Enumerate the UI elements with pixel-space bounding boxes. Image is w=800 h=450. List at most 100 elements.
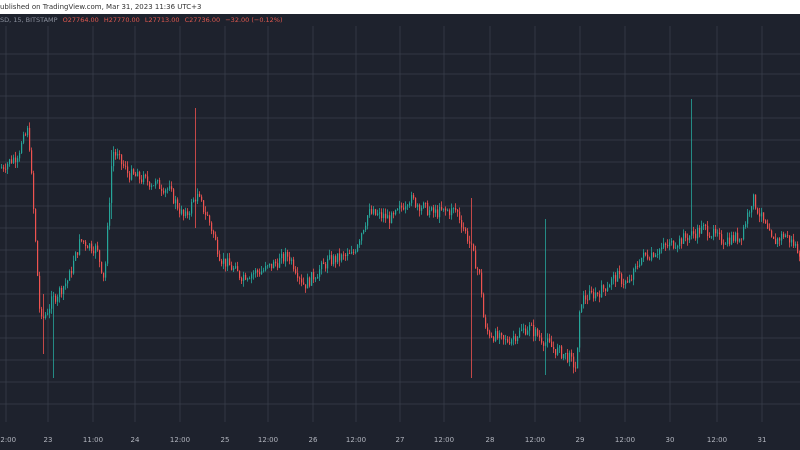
candle-body xyxy=(415,197,417,207)
candle-body xyxy=(13,157,15,163)
candle-body xyxy=(579,312,581,348)
candle-body xyxy=(685,233,687,238)
candle-body xyxy=(231,265,233,271)
candle-body xyxy=(783,233,785,238)
candle-body xyxy=(493,337,495,342)
candle-body xyxy=(707,225,709,237)
candle-body xyxy=(775,238,777,245)
candle-body xyxy=(747,212,749,224)
candle-body xyxy=(35,209,37,241)
candle-body xyxy=(297,273,299,278)
candle-body xyxy=(33,173,35,210)
candle-body xyxy=(147,176,149,183)
candle-body xyxy=(169,186,171,189)
candle-body xyxy=(283,253,285,262)
candle-body xyxy=(683,233,685,244)
candle-body xyxy=(235,266,237,269)
change-value: −32.00 (−0.12%) xyxy=(225,16,283,24)
candle-body xyxy=(643,252,645,258)
candle-body xyxy=(787,235,789,237)
candle-body xyxy=(657,254,659,255)
candle-body xyxy=(335,256,337,263)
candle-body xyxy=(25,134,27,136)
candle-body xyxy=(645,252,647,255)
candle-body xyxy=(281,253,283,259)
candle-body xyxy=(181,209,183,214)
candle-body xyxy=(349,253,351,255)
candle-body xyxy=(587,299,589,301)
candle-body xyxy=(653,252,655,257)
candle-body xyxy=(549,338,551,342)
candle-body xyxy=(405,206,407,210)
candle-body xyxy=(337,253,339,263)
candle-body xyxy=(157,180,159,182)
candle-body xyxy=(733,235,735,241)
candle-body xyxy=(633,268,635,280)
candle-body xyxy=(51,296,53,309)
candle-body xyxy=(139,171,141,180)
close-value: C27736.00 xyxy=(184,16,221,24)
ohlc-legend: SD, 15, BITSTAMP O27764.00 H27770.00 L27… xyxy=(0,16,283,24)
candle-body xyxy=(761,212,763,217)
candle-body xyxy=(117,154,119,156)
x-tick-label: 12:00 xyxy=(615,436,635,444)
candle-body xyxy=(619,270,621,274)
candle-body xyxy=(53,295,55,297)
candle-body xyxy=(7,163,9,170)
candle-body xyxy=(387,215,389,219)
candle-body xyxy=(189,213,191,215)
candle-body xyxy=(115,151,117,156)
x-tick-label: 11:00 xyxy=(83,436,103,444)
candle-body xyxy=(589,290,591,300)
chart-area[interactable]: 12:00 23 11:00 24 12:00 25 12:00 26 12:00 27 12:00… xyxy=(0,14,800,450)
candle-body xyxy=(767,223,769,229)
candle-body xyxy=(195,199,197,202)
publish-note: ublished on TradingView.com, Mar 31, 202… xyxy=(0,3,202,11)
candle-body xyxy=(215,234,217,240)
candle-body xyxy=(737,232,739,242)
candle-body xyxy=(151,185,153,187)
candle-body xyxy=(159,180,161,189)
candle-body xyxy=(675,247,677,249)
candle-body xyxy=(263,270,265,272)
candle-body xyxy=(593,292,595,299)
candle-body xyxy=(393,212,395,215)
candle-body xyxy=(15,157,17,163)
candle-body xyxy=(395,210,397,215)
candle-body xyxy=(607,287,609,292)
candle-body xyxy=(45,314,47,319)
candle-body xyxy=(735,232,737,241)
candle-body xyxy=(667,244,669,247)
candle-body xyxy=(315,278,317,280)
candle-body xyxy=(441,206,443,210)
candle-body xyxy=(421,207,423,211)
candle-body xyxy=(609,285,611,288)
candle-body xyxy=(203,200,205,213)
candle-body xyxy=(295,269,297,274)
candle-body xyxy=(537,329,539,336)
candle-body xyxy=(613,275,615,279)
candle-body xyxy=(105,263,107,278)
candle-body xyxy=(287,252,289,257)
candle-body xyxy=(219,254,221,261)
candle-body xyxy=(367,215,369,226)
candle-body xyxy=(423,202,425,208)
candle-body xyxy=(89,243,91,249)
candle-body xyxy=(391,212,393,224)
candle-body xyxy=(71,270,73,274)
candle-body xyxy=(253,273,255,275)
candle-body xyxy=(381,212,383,218)
candle-body xyxy=(453,208,455,209)
candle-body xyxy=(631,279,633,281)
x-tick-label: 26 xyxy=(309,436,318,444)
candle-body xyxy=(363,230,365,234)
x-tick-label: 27 xyxy=(396,436,405,444)
candle-body xyxy=(319,269,321,277)
candle-body xyxy=(69,270,71,281)
candle-body xyxy=(467,231,469,242)
candle-body xyxy=(617,270,619,282)
candle-body xyxy=(507,339,509,342)
candle-body xyxy=(251,274,253,279)
price-chart[interactable]: 12:00 23 11:00 24 12:00 25 12:00 26 12:00 27 12:00… xyxy=(0,14,800,450)
candle-body xyxy=(531,325,533,326)
